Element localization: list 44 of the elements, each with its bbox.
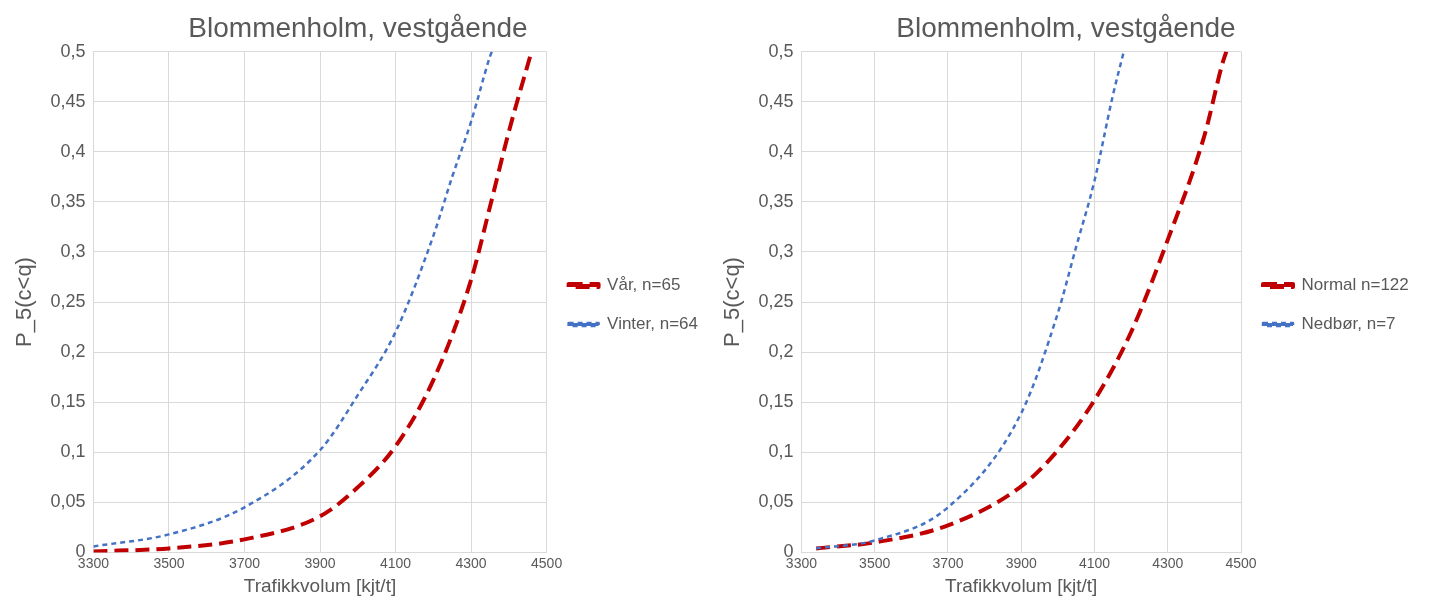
x-tick-label: 3900 <box>1005 554 1037 571</box>
x-tick-label: 4100 <box>379 554 412 571</box>
y-tick-label: 0,3 <box>768 240 794 261</box>
line-series <box>814 51 1229 551</box>
legend-label: Vinter, n=64 <box>607 314 698 334</box>
y-tick-label: 0,4 <box>60 140 86 161</box>
chart-title: Blommenholm, vestgående <box>896 11 1236 43</box>
y-tick-label: 0,05 <box>50 491 86 512</box>
legend-label: Nedbør, n=7 <box>1301 314 1396 334</box>
x-tick-label: 3900 <box>304 554 336 571</box>
y-tick-label: 0,2 <box>60 341 86 362</box>
y-tick-label: 0,45 <box>758 90 794 111</box>
y-tick-label: 0,15 <box>50 391 86 412</box>
x-tick-label: 3700 <box>228 554 261 571</box>
y-tick-label: 0,15 <box>758 391 794 412</box>
y-tick-label: 0,45 <box>50 90 86 111</box>
x-tick-label: 3500 <box>859 554 891 571</box>
x-tick-label: 4300 <box>1152 554 1184 571</box>
y-tick-label: 0,25 <box>50 290 86 311</box>
y-tick-label: 0,35 <box>50 190 86 211</box>
x-tick-label: 4500 <box>1225 554 1257 571</box>
y-tick-label: 0,1 <box>768 441 794 462</box>
y-tick-label: 0,4 <box>768 140 794 161</box>
y-tick-label: 0,05 <box>758 491 794 512</box>
y-tick-label: 0,2 <box>768 341 794 362</box>
x-tick-label: 4100 <box>1078 554 1111 571</box>
y-tick-label: 0,25 <box>758 290 794 311</box>
legend-label: Vår, n=65 <box>607 275 681 295</box>
x-tick-label: 4300 <box>455 554 487 571</box>
x-tick-label: 3700 <box>932 554 964 571</box>
legend-label: Normal n=122 <box>1301 275 1409 295</box>
y-tick-label: 0,1 <box>60 441 86 462</box>
x-axis-title: Trafikkvolum [kjt/t] <box>945 574 1098 596</box>
y-tick-label: 0,5 <box>60 40 86 61</box>
y-tick-label: 0,35 <box>758 190 794 211</box>
x-tick-label: 3500 <box>153 554 185 571</box>
y-axis-title: P_5(c<q) <box>719 257 745 347</box>
y-axis-title: P_5(c<q) <box>11 257 37 347</box>
x-axis-title: Trafikkvolum [kjt/t] <box>243 574 397 596</box>
chart-title: Blommenholm, vestgående <box>188 11 528 43</box>
y-tick-label: 0,3 <box>60 240 86 261</box>
line-series <box>814 51 1126 550</box>
x-tick-label: 4500 <box>531 554 563 571</box>
y-tick-label: 0,5 <box>768 40 794 61</box>
